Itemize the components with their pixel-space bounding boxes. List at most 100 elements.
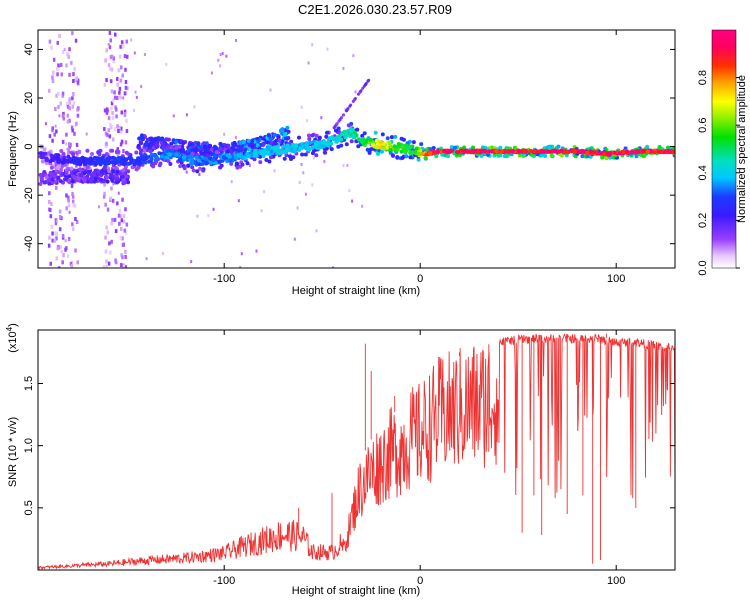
noise-cell [193,105,196,109]
spectrogram-cell [442,148,446,153]
noise-cell [311,183,314,187]
noise-cell [121,73,124,78]
noise-cell [121,197,124,202]
spectrogram-cell [237,153,242,158]
noise-cell [125,129,129,133]
spectrogram-cell [355,127,360,132]
noise-cell [54,164,57,169]
spectrogram-cell [466,149,471,154]
spectrogram-cell [137,136,142,141]
noise-cell [59,162,63,167]
noise-cell [51,138,54,143]
noise-cell [112,56,115,61]
noise-cell [71,128,74,133]
noise-cell [53,238,57,243]
noise-cell [108,31,112,35]
noise-cell [172,114,175,118]
spectrogram-cell [269,149,274,154]
spectrogram-cell [154,145,159,149]
noise-cell [58,215,62,219]
spectrogram-cell [276,135,281,140]
spectrogram-cell [278,151,283,155]
spectrogram-cell [186,163,191,168]
spectrogram-cell [85,148,90,153]
noise-cell [122,96,125,100]
noise-cell [107,43,110,46]
spectrogram-cell [136,165,141,170]
spectrogram-cell [363,83,367,87]
spectrogram-cell [121,162,126,167]
spectrogram-cell [368,137,373,142]
spectrogram-cell [57,159,61,164]
noise-cell [49,208,52,212]
spectrogram-cell [148,149,153,154]
spectrogram-cell [367,78,371,82]
spectrogram-cell [124,150,129,155]
spectrogram-cell [201,168,206,173]
spectrogram-cell [71,174,76,179]
spectrogram-cell [139,134,144,139]
spectrogram-cell [317,140,322,145]
noise-cell [119,235,123,240]
spectrogram-cell [573,149,577,154]
spectrogram-cell [211,158,216,163]
spectrogram-y-label: Frequency (Hz) [7,111,19,187]
noise-cell [74,217,77,221]
noise-cell [133,51,136,55]
noise-cell [47,243,51,248]
spectrogram-cell [382,146,387,151]
noise-cell [311,43,314,47]
noise-cell [58,114,61,118]
spectrogram-cell [411,140,416,145]
spectrogram-cell [559,148,564,153]
noise-cell [105,110,109,115]
spectrogram-cell [334,136,339,141]
noise-cell [120,129,123,134]
spectrogram-cell [141,157,146,162]
spectrogram-cell [127,156,132,161]
noise-cell [105,259,108,264]
spectrogram-cell [307,137,312,141]
colorbar-ticks: 0.0 0.2 0.4 0.6 0.8 [697,70,740,276]
spectrogram-cell [157,151,162,156]
colorbar-tick-label: 0.4 [697,165,709,180]
spectrogram-cell [96,156,101,161]
noise-cell [140,85,143,89]
noise-cell [68,72,71,77]
noise-cell [302,171,305,175]
spectrogram-cell [165,155,170,160]
noise-cell [71,226,75,231]
spectrogram-cell [111,174,116,179]
spectrogram-panel: -100 0 100 -40 -20 0 20 40 Height of straight … [7,29,676,297]
noise-cell [51,75,54,80]
spectrogram-cell [196,158,201,163]
noise-cell [49,214,53,219]
noise-cell [110,125,113,130]
noise-cell [117,129,120,133]
noise-cell [62,111,65,116]
noise-cell [52,70,55,75]
spectrogram-cell [267,133,272,138]
spectrogram-cell [239,148,244,153]
noise-cell [57,63,60,68]
noise-cell [62,253,65,258]
spectrogram-cell [89,172,94,177]
spectrogram-cell [177,157,182,162]
spectrogram-cell [323,150,328,155]
noise-cell [289,151,292,155]
noise-cell [118,86,122,91]
noise-cell [66,119,70,124]
spectrogram-cell [105,175,110,180]
spectrogram-cell [346,123,351,128]
spectrogram-cell [669,148,674,153]
spectrogram-cell [400,145,405,150]
noise-cell [210,71,213,75]
spectrogram-cell [222,155,226,160]
spectrogram-cell [547,145,551,150]
noise-cell [255,249,258,253]
noise-cell [298,181,301,184]
spectrogram-cell [325,130,329,135]
spectrogram-cell [81,159,86,164]
noise-cell [48,191,51,196]
spectrogram-cell [656,149,661,154]
